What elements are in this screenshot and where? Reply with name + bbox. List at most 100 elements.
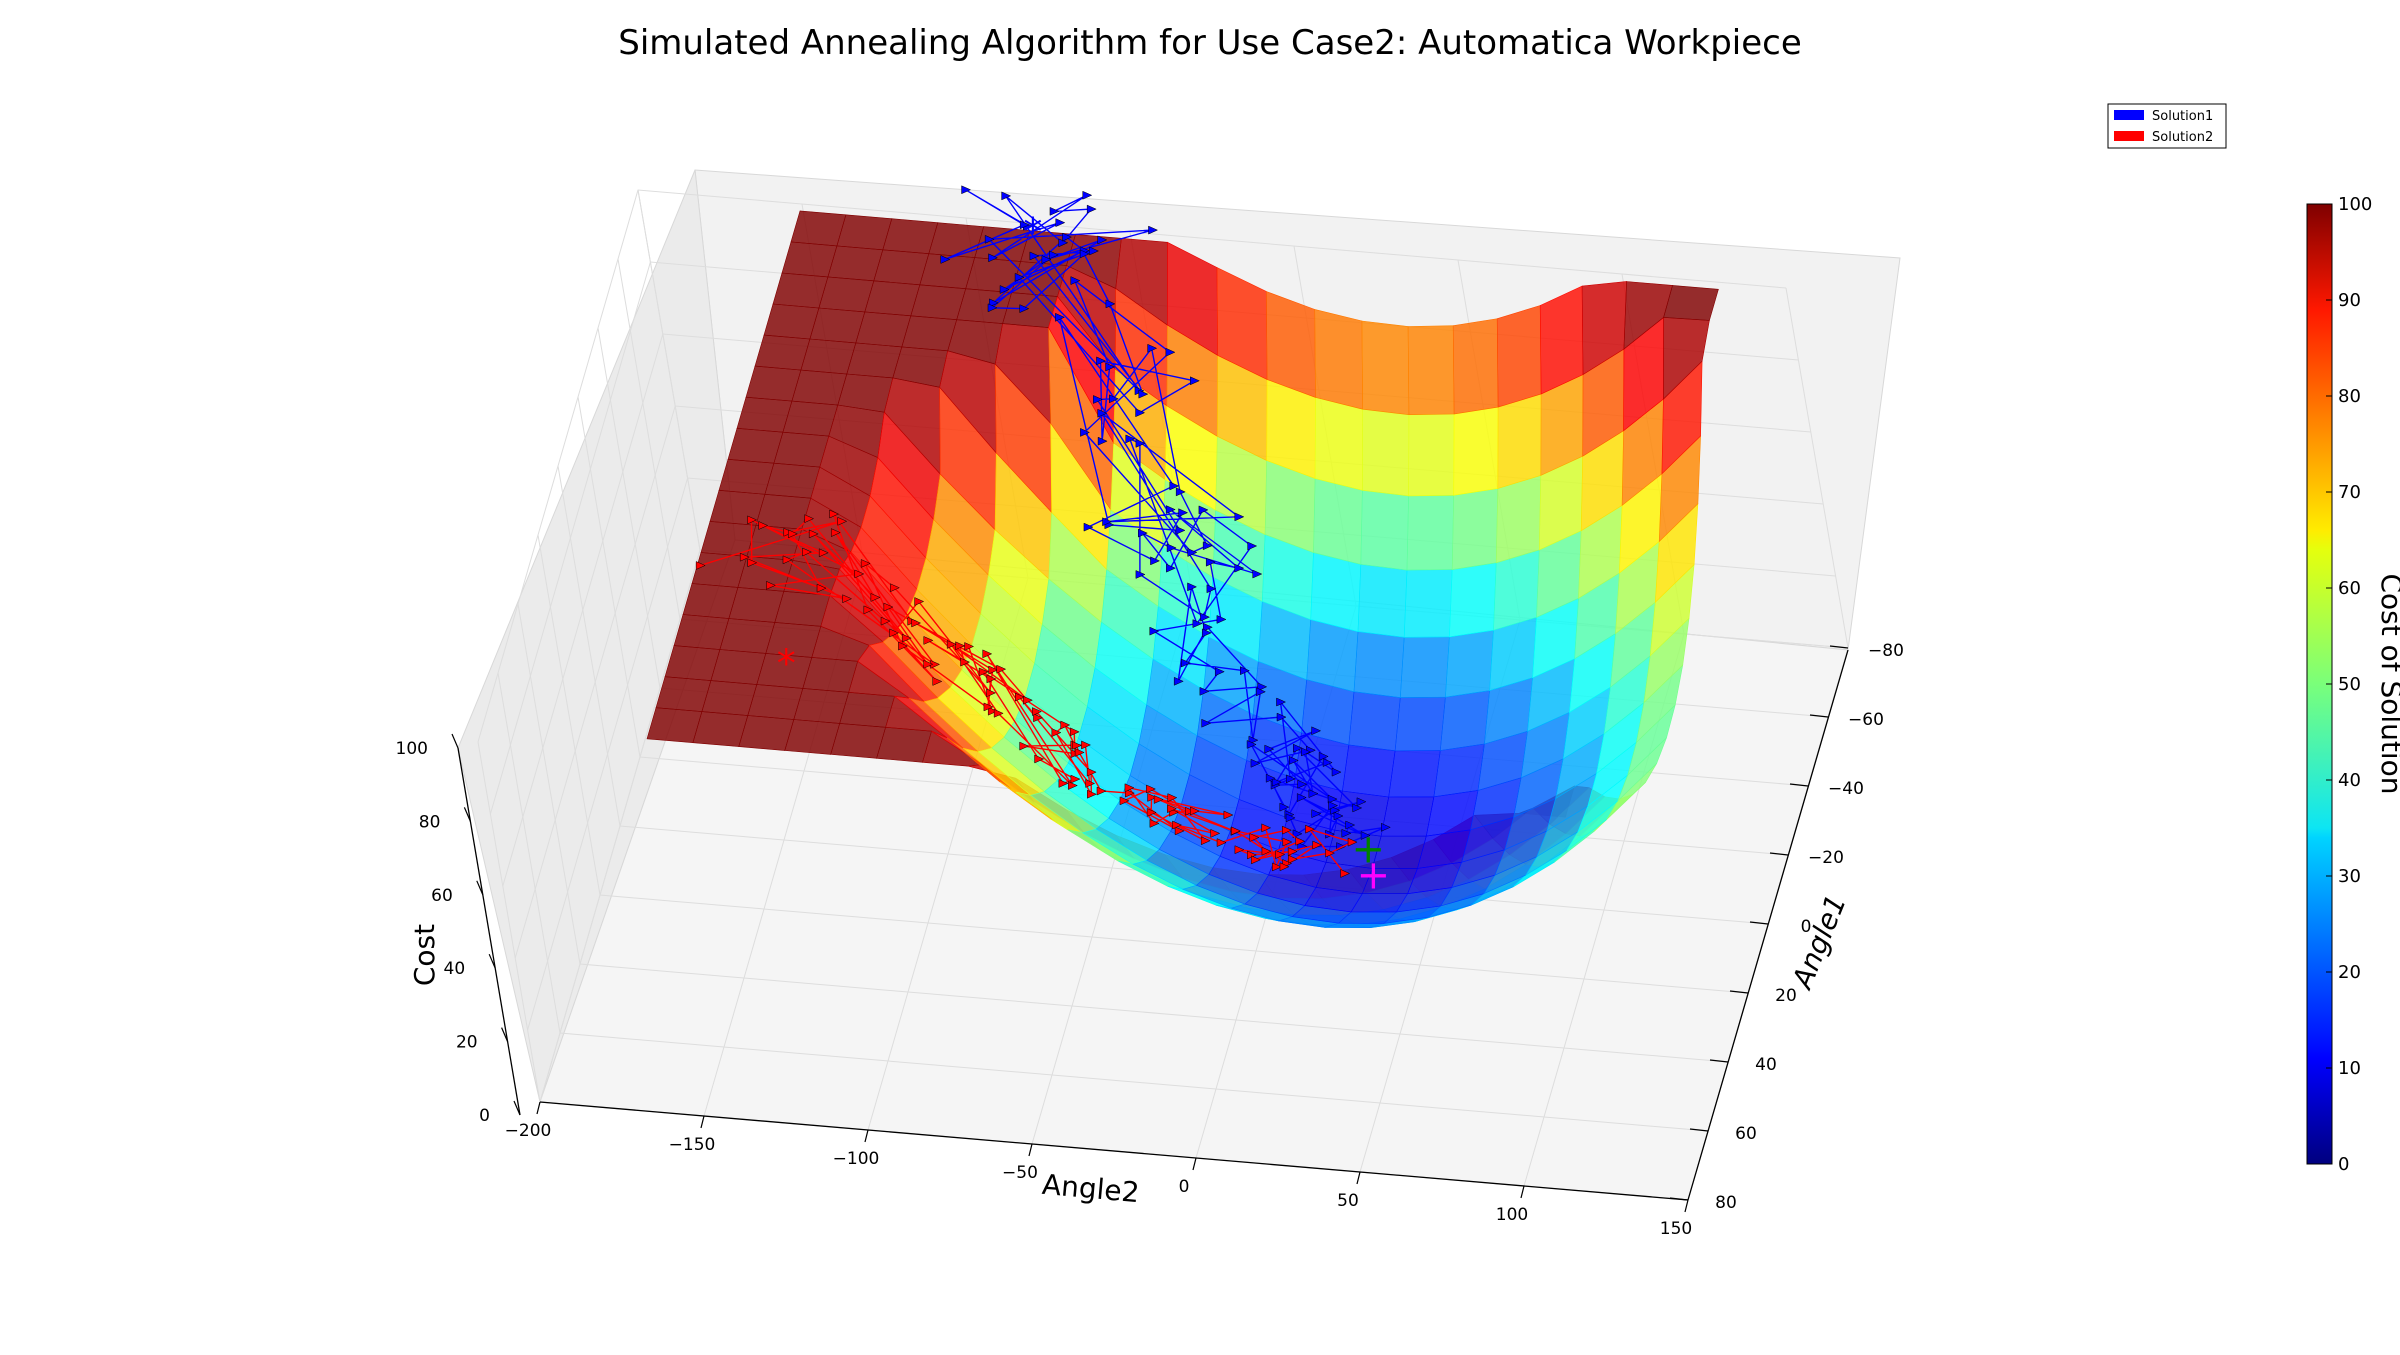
path-point xyxy=(1124,783,1135,793)
path-point xyxy=(1312,840,1323,850)
z-tick-mark xyxy=(488,953,496,969)
path-point xyxy=(1214,667,1225,677)
path-point xyxy=(1296,793,1307,802)
path-point xyxy=(1308,789,1319,799)
path-point xyxy=(1165,347,1176,357)
path-point xyxy=(1292,829,1303,839)
path-point xyxy=(993,708,1004,718)
path-point xyxy=(837,516,848,526)
path-point xyxy=(1153,795,1164,804)
path-point xyxy=(1019,304,1030,314)
surface-facet xyxy=(773,431,830,468)
path-point xyxy=(1187,548,1198,557)
path-point xyxy=(1086,204,1097,214)
surface-facet xyxy=(1407,325,1455,416)
x-tick-label: 50 xyxy=(1337,1191,1359,1211)
path-point xyxy=(1216,615,1227,624)
legend: Solution1 Solution2 xyxy=(2107,103,2227,149)
path-point xyxy=(1058,779,1069,788)
path-point xyxy=(964,642,975,651)
path-point xyxy=(883,602,894,612)
x-tick-mark xyxy=(536,1101,541,1115)
path-point xyxy=(1246,740,1257,749)
surface-facet xyxy=(728,587,785,623)
x-tick-mark xyxy=(1028,1143,1033,1157)
path-point xyxy=(1288,854,1298,864)
path-point xyxy=(860,559,871,568)
x-tick-label: −50 xyxy=(1002,1163,1038,1183)
path-point xyxy=(1234,563,1245,573)
path-point xyxy=(898,641,909,651)
z-tick-label: 40 xyxy=(444,959,466,979)
path-point xyxy=(1223,810,1234,820)
path-point xyxy=(1172,820,1183,830)
path-point xyxy=(987,303,998,313)
path-point xyxy=(1019,741,1030,751)
path-point xyxy=(747,515,758,525)
path-point xyxy=(758,521,769,530)
path-point xyxy=(1062,232,1073,242)
path-point xyxy=(1301,747,1311,757)
surface-facet xyxy=(1399,636,1450,698)
path-point xyxy=(1079,249,1090,259)
x-tick-mark xyxy=(1356,1171,1361,1185)
path-point xyxy=(1265,773,1276,783)
path-point xyxy=(1034,754,1045,764)
path-point xyxy=(1257,682,1268,692)
surface-facet xyxy=(1451,488,1499,570)
legend-swatch-solution1 xyxy=(2114,110,2144,120)
path-point xyxy=(1055,312,1065,322)
x-tick-mark xyxy=(700,1115,705,1129)
z-tick-label: 20 xyxy=(456,1033,478,1053)
x-tick-label: 150 xyxy=(1660,1219,1692,1239)
path-point xyxy=(1275,850,1286,859)
path-point xyxy=(1138,528,1148,538)
path-point xyxy=(1311,809,1322,819)
path-point xyxy=(1325,848,1336,858)
surface-facet xyxy=(784,719,841,755)
path-point xyxy=(1029,251,1040,261)
path-point xyxy=(890,583,900,593)
surface-facet xyxy=(1342,744,1396,798)
optimum-marker: + xyxy=(1357,853,1391,899)
optimum-marker: + xyxy=(1351,826,1385,872)
start-marker-solution2: * xyxy=(777,642,796,686)
x-tick-label: −200 xyxy=(505,1121,552,1141)
surface-facet xyxy=(1403,569,1453,638)
path-point xyxy=(1276,712,1287,722)
z-tick-mark xyxy=(501,1027,509,1042)
path-point xyxy=(901,633,912,643)
y-tick-label: −20 xyxy=(1808,848,1844,868)
path-point xyxy=(1135,438,1146,448)
path-point xyxy=(1203,622,1213,632)
z-tick-label: 100 xyxy=(396,739,428,759)
surface-facet xyxy=(1496,305,1542,408)
colorbar-tick-label: 10 xyxy=(2338,1058,2361,1079)
path-point xyxy=(1097,436,1108,446)
y-tick-mark xyxy=(1809,714,1829,718)
path-point xyxy=(1085,779,1096,788)
path-point xyxy=(782,555,793,565)
path-point xyxy=(1055,218,1066,228)
surface-facet xyxy=(793,688,850,724)
path-point xyxy=(984,234,995,244)
path-point xyxy=(914,597,925,606)
z-tick-mark xyxy=(513,1100,521,1116)
path-point xyxy=(1234,845,1245,855)
path-point xyxy=(1105,362,1116,372)
path-point xyxy=(1192,619,1203,629)
path-point xyxy=(1261,846,1272,856)
surface-facet xyxy=(802,657,859,693)
path-point xyxy=(802,547,813,557)
path-point xyxy=(955,641,966,651)
path-point xyxy=(1069,727,1080,737)
path-point xyxy=(889,628,900,638)
surface-facet xyxy=(928,222,985,258)
path-point xyxy=(1250,758,1261,768)
path-point xyxy=(830,528,841,537)
surface-facet xyxy=(827,245,884,282)
path-point xyxy=(1041,255,1052,264)
path-point xyxy=(1032,707,1042,716)
path-point xyxy=(808,529,819,539)
path-point xyxy=(1148,225,1159,235)
